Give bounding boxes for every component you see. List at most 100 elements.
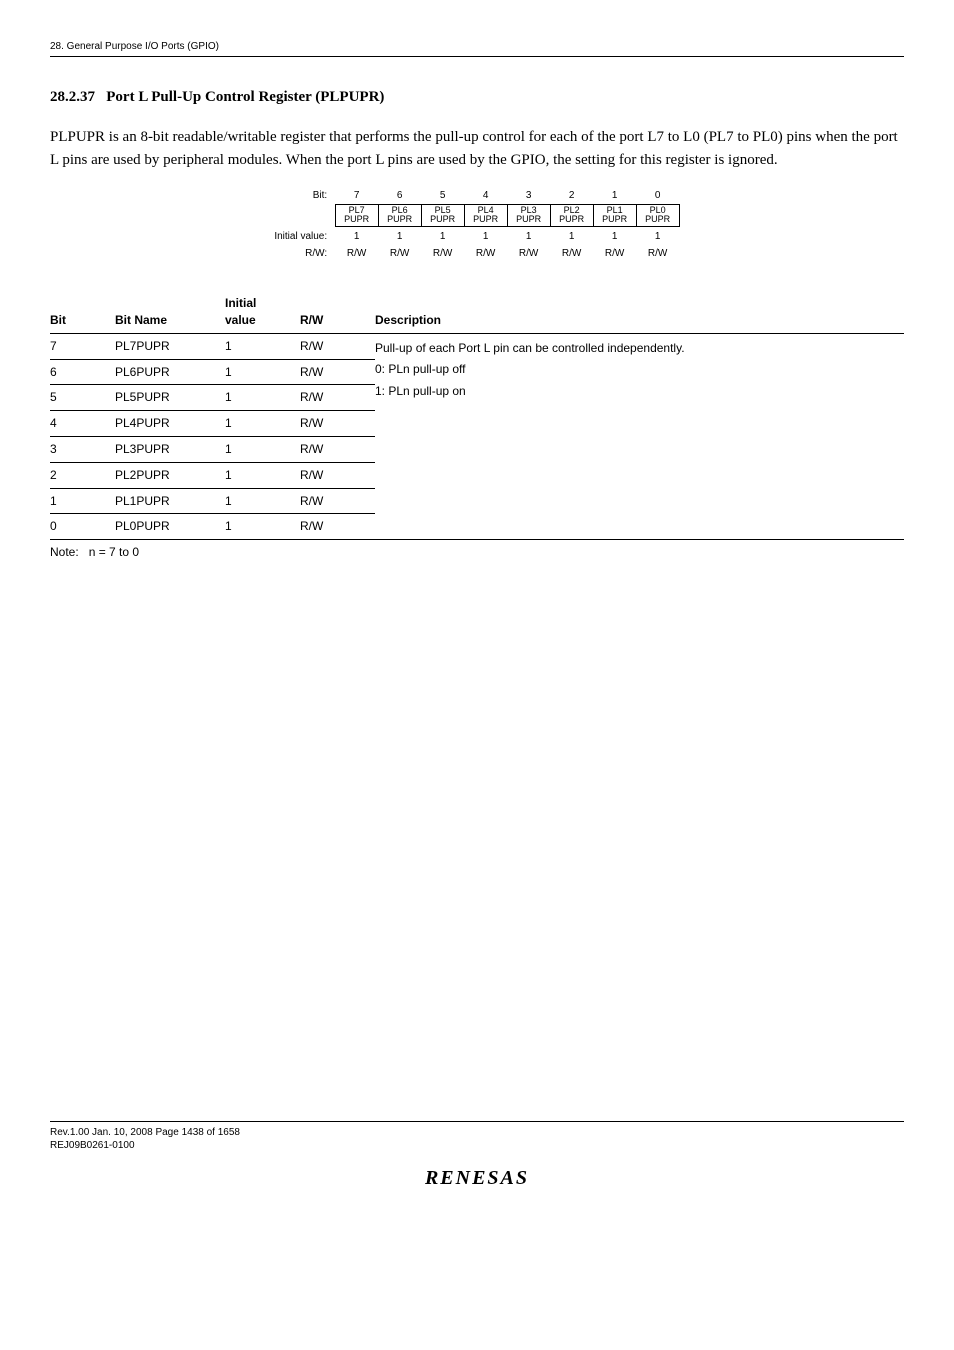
bitnum: 5 [421, 189, 464, 205]
cell-rw: R/W [300, 462, 375, 488]
bitcell: PL5PUPR [421, 204, 464, 227]
register-table: Bit: 7 6 5 4 3 2 1 0 PL7PUPR PL6PUPR PL5… [274, 189, 679, 262]
cell-init: 1 [225, 462, 300, 488]
bitnum: 3 [507, 189, 550, 205]
bitcell: PL1PUPR [593, 204, 636, 227]
rw: R/W [335, 244, 378, 261]
desc-line3: 1: PLn pull-up on [375, 384, 466, 398]
rw: R/W [550, 244, 593, 261]
bitnum: 6 [378, 189, 421, 205]
bitnum: 0 [636, 189, 679, 205]
page-header: 28. General Purpose I/O Ports (GPIO) [50, 40, 904, 54]
initial-label: Initial value: [274, 227, 335, 245]
cell-bit: 6 [50, 359, 115, 385]
rw-row: R/W: R/W R/W R/W R/W R/W R/W R/W R/W [274, 244, 679, 261]
section-title: Port L Pull-Up Control Register (PLPUPR) [106, 89, 384, 105]
cell-init: 1 [225, 333, 300, 359]
initial-value-row: Initial value: 1 1 1 1 1 1 1 1 [274, 227, 679, 245]
cell-bit: 4 [50, 411, 115, 437]
init: 1 [335, 227, 378, 245]
desc-line1: Pull-up of each Port L pin can be contro… [375, 341, 685, 355]
init: 1 [550, 227, 593, 245]
cell-bit: 0 [50, 514, 115, 540]
cell-init: 1 [225, 514, 300, 540]
bitnum: 4 [464, 189, 507, 205]
renesas-logo: RENESAS [50, 1164, 904, 1192]
rw: R/W [507, 244, 550, 261]
cell-rw: R/W [300, 514, 375, 540]
empty [274, 204, 335, 227]
cell-init: 1 [225, 437, 300, 463]
rw: R/W [378, 244, 421, 261]
cell-bit: 5 [50, 385, 115, 411]
rw: R/W [464, 244, 507, 261]
th-initial: Initial value [225, 291, 300, 333]
section-number: 28.2.37 [50, 89, 95, 105]
cell-init: 1 [225, 411, 300, 437]
rw: R/W [636, 244, 679, 261]
cell-init: 1 [225, 385, 300, 411]
cell-bit: 2 [50, 462, 115, 488]
init: 1 [593, 227, 636, 245]
cell-name: PL1PUPR [115, 488, 225, 514]
cell-name: PL6PUPR [115, 359, 225, 385]
cell-bit: 1 [50, 488, 115, 514]
cell-bit: 3 [50, 437, 115, 463]
footer-rule [50, 1121, 904, 1122]
cell-rw: R/W [300, 411, 375, 437]
bitnum: 1 [593, 189, 636, 205]
bit-number-row: Bit: 7 6 5 4 3 2 1 0 [274, 189, 679, 205]
footer-line2: REJ09B0261-0100 [50, 1139, 904, 1152]
cell-init: 1 [225, 488, 300, 514]
bitnum: 2 [550, 189, 593, 205]
bitcell: PL0PUPR [636, 204, 679, 227]
cell-name: PL0PUPR [115, 514, 225, 540]
note-label: Note: [50, 545, 79, 559]
cell-bit: 7 [50, 333, 115, 359]
init: 1 [636, 227, 679, 245]
cell-rw: R/W [300, 359, 375, 385]
init: 1 [378, 227, 421, 245]
table-header-row: Bit Bit Name Initial value R/W Descripti… [50, 291, 904, 333]
cell-name: PL2PUPR [115, 462, 225, 488]
body-paragraph: PLPUPR is an 8-bit readable/writable reg… [50, 126, 904, 173]
page-footer: Rev.1.00 Jan. 10, 2008 Page 1438 of 1658… [50, 1121, 904, 1192]
footer-line1: Rev.1.00 Jan. 10, 2008 Page 1438 of 1658 [50, 1126, 904, 1139]
cell-rw: R/W [300, 488, 375, 514]
header-rule [50, 56, 904, 57]
bit-name-row: PL7PUPR PL6PUPR PL5PUPR PL4PUPR PL3PUPR … [274, 204, 679, 227]
bitcell: PL3PUPR [507, 204, 550, 227]
th-bitname: Bit Name [115, 291, 225, 333]
note-text: n = 7 to 0 [89, 545, 139, 559]
description-table: Bit Bit Name Initial value R/W Descripti… [50, 291, 904, 540]
cell-name: PL4PUPR [115, 411, 225, 437]
th-bit: Bit [50, 291, 115, 333]
cell-name: PL7PUPR [115, 333, 225, 359]
cell-name: PL5PUPR [115, 385, 225, 411]
init: 1 [507, 227, 550, 245]
rw: R/W [421, 244, 464, 261]
note: Note: n = 7 to 0 [50, 544, 904, 561]
th-desc: Description [375, 291, 904, 333]
init: 1 [421, 227, 464, 245]
rw: R/W [593, 244, 636, 261]
bitcell: PL6PUPR [378, 204, 421, 227]
cell-description: Pull-up of each Port L pin can be contro… [375, 333, 904, 539]
bitcell: PL7PUPR [335, 204, 378, 227]
init: 1 [464, 227, 507, 245]
cell-rw: R/W [300, 437, 375, 463]
desc-line2: 0: PLn pull-up off [375, 362, 466, 376]
bitcell: PL2PUPR [550, 204, 593, 227]
cell-name: PL3PUPR [115, 437, 225, 463]
bitnum: 7 [335, 189, 378, 205]
bit-label: Bit: [274, 189, 335, 205]
table-row: 7 PL7PUPR 1 R/W Pull-up of each Port L p… [50, 333, 904, 359]
register-diagram: Bit: 7 6 5 4 3 2 1 0 PL7PUPR PL6PUPR PL5… [50, 189, 904, 262]
bitcell: PL4PUPR [464, 204, 507, 227]
cell-init: 1 [225, 359, 300, 385]
section-heading: 28.2.37 Port L Pull-Up Control Register … [50, 87, 904, 108]
th-rw: R/W [300, 291, 375, 333]
cell-rw: R/W [300, 385, 375, 411]
rw-label: R/W: [274, 244, 335, 261]
cell-rw: R/W [300, 333, 375, 359]
